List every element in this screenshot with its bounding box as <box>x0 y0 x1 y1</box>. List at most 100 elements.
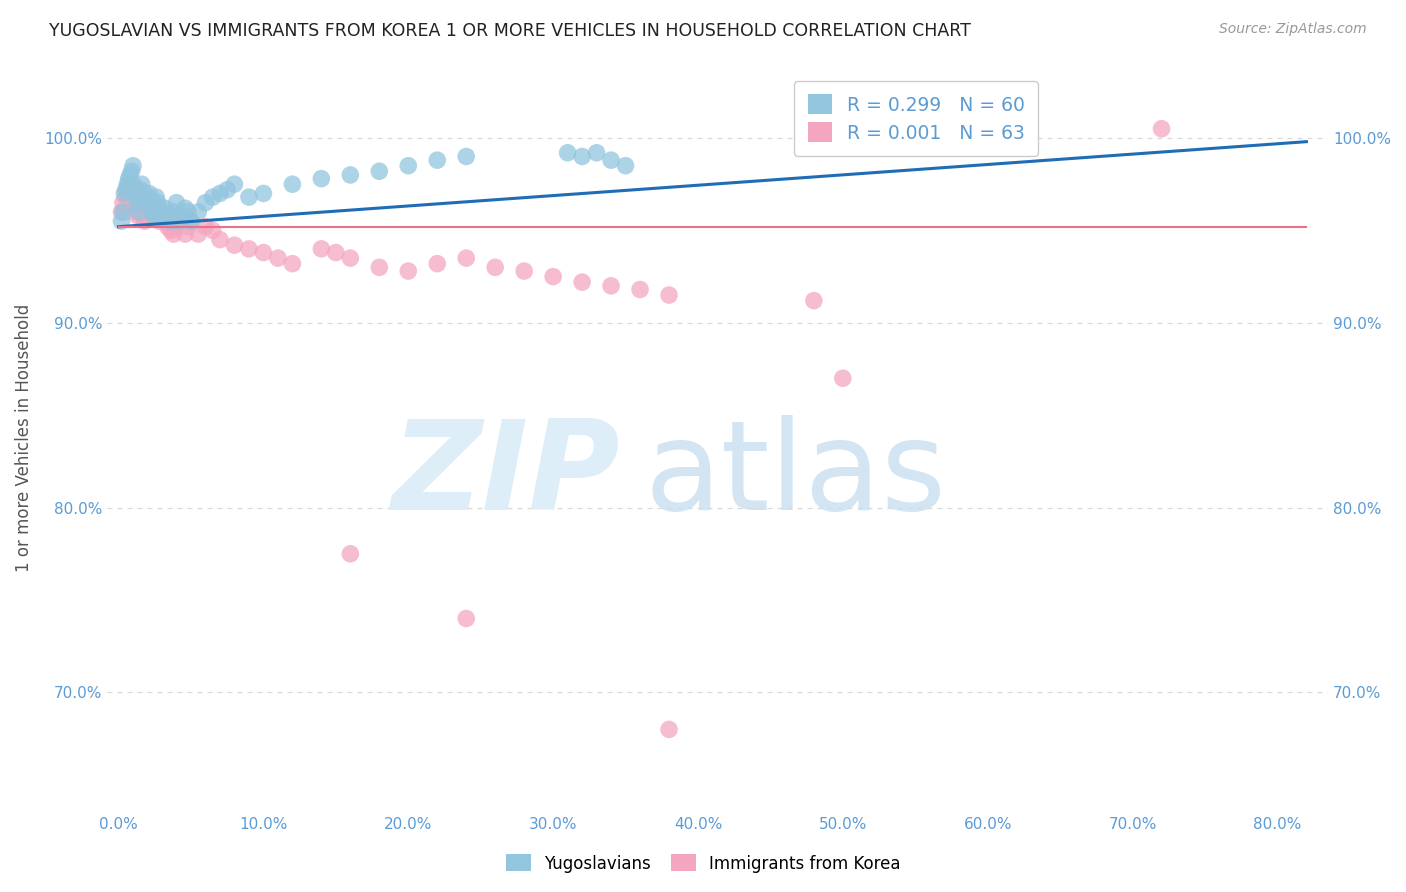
Point <box>129 183 152 197</box>
Point <box>208 186 231 201</box>
Point <box>177 219 200 234</box>
Point <box>122 177 145 191</box>
Point <box>142 195 165 210</box>
Point <box>153 201 176 215</box>
Point <box>426 153 449 168</box>
Point <box>311 171 333 186</box>
Point <box>208 233 231 247</box>
Point <box>224 238 246 252</box>
Point <box>148 201 170 215</box>
Point <box>159 214 181 228</box>
Point <box>252 186 274 201</box>
Point <box>111 205 134 219</box>
Point <box>127 195 149 210</box>
Point <box>187 227 209 241</box>
Text: ZIP: ZIP <box>391 415 620 536</box>
Point <box>194 195 217 210</box>
Point <box>180 214 202 228</box>
Point <box>658 288 681 302</box>
Point <box>238 190 260 204</box>
Point <box>134 186 156 201</box>
Point <box>325 245 347 260</box>
Point <box>169 209 191 223</box>
Point <box>513 264 536 278</box>
Point <box>120 168 142 182</box>
Point <box>131 205 153 219</box>
Point <box>118 177 141 191</box>
Point <box>110 214 132 228</box>
Point <box>174 227 197 241</box>
Point <box>201 190 224 204</box>
Point <box>238 242 260 256</box>
Point <box>145 205 167 219</box>
Point <box>121 164 143 178</box>
Point <box>281 257 304 271</box>
Point <box>396 264 419 278</box>
Point <box>132 209 155 223</box>
Point <box>125 190 148 204</box>
Point <box>142 209 165 223</box>
Legend: R = 0.299   N = 60, R = 0.001   N = 63: R = 0.299 N = 60, R = 0.001 N = 63 <box>794 81 1038 156</box>
Point <box>135 195 157 210</box>
Point <box>166 195 188 210</box>
Point <box>159 223 181 237</box>
Point <box>114 190 136 204</box>
Text: YUGOSLAVIAN VS IMMIGRANTS FROM KOREA 1 OR MORE VEHICLES IN HOUSEHOLD CORRELATION: YUGOSLAVIAN VS IMMIGRANTS FROM KOREA 1 O… <box>49 22 972 40</box>
Point <box>132 190 155 204</box>
Point <box>557 145 579 160</box>
Point <box>114 183 136 197</box>
Point <box>600 278 623 293</box>
Point <box>125 205 148 219</box>
Point <box>614 159 637 173</box>
Text: Source: ZipAtlas.com: Source: ZipAtlas.com <box>1219 22 1367 37</box>
Point <box>311 242 333 256</box>
Point <box>368 260 391 275</box>
Point <box>456 611 478 625</box>
Point <box>541 269 564 284</box>
Point <box>194 219 217 234</box>
Point <box>339 547 361 561</box>
Point <box>145 190 167 204</box>
Point <box>127 209 149 223</box>
Point <box>571 275 593 289</box>
Point <box>396 159 419 173</box>
Point <box>600 153 623 168</box>
Point <box>153 214 176 228</box>
Point <box>128 201 150 215</box>
Point <box>150 205 173 219</box>
Point <box>177 205 200 219</box>
Point <box>148 214 170 228</box>
Point <box>1150 121 1173 136</box>
Point <box>141 205 163 219</box>
Point <box>120 190 142 204</box>
Point <box>162 205 184 219</box>
Point <box>585 145 607 160</box>
Point <box>217 183 239 197</box>
Point <box>121 183 143 197</box>
Point <box>128 205 150 219</box>
Point <box>174 201 197 215</box>
Point <box>224 177 246 191</box>
Point <box>172 209 194 223</box>
Point <box>484 260 506 275</box>
Legend: Yugoslavians, Immigrants from Korea: Yugoslavians, Immigrants from Korea <box>499 847 907 880</box>
Point <box>162 227 184 241</box>
Point <box>628 283 651 297</box>
Point <box>139 195 162 210</box>
Point <box>803 293 825 308</box>
Point <box>146 195 169 210</box>
Point <box>456 149 478 163</box>
Point <box>117 177 139 191</box>
Point <box>281 177 304 191</box>
Point <box>252 245 274 260</box>
Point <box>111 195 134 210</box>
Point <box>831 371 853 385</box>
Point <box>180 214 202 228</box>
Point <box>112 186 135 201</box>
Point <box>139 201 162 215</box>
Point <box>143 201 166 215</box>
Point <box>368 164 391 178</box>
Point <box>267 251 290 265</box>
Text: atlas: atlas <box>644 415 946 536</box>
Point <box>124 186 146 201</box>
